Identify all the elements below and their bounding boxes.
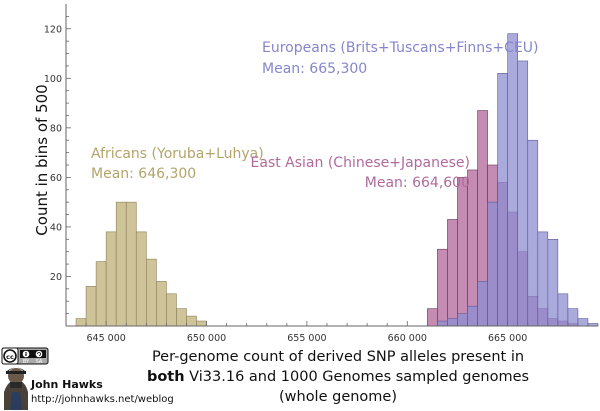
bar-europeans-662500: [457, 313, 468, 327]
x-axis-title-line-1-text: Per-genome count of derived SNP alleles …: [152, 349, 524, 365]
bar-africans-644000: [85, 286, 97, 327]
y-tick-label-60: 60: [50, 173, 62, 184]
annotation-europeans: Europeans (Brits+Tuscans+Finns+CEU) Mean…: [262, 40, 538, 77]
x-axis-title-line-3: (whole genome): [279, 389, 397, 405]
cc-by-sa-badge-icon[interactable]: cc BY SA: [1, 347, 49, 365]
bar-europeans-667500: [557, 293, 569, 327]
bar-africans-647000: [146, 258, 157, 327]
annotation-east-asian-mean: Mean: 664,600: [365, 175, 470, 191]
y-tick-label-100: 100: [44, 74, 62, 85]
y-tick-label-120: 120: [44, 24, 62, 35]
bar-africans-646000: [125, 201, 137, 327]
bar-europeans-666500: [537, 231, 549, 327]
annotation-africans: Africans (Yoruba+Luhya) Mean: 646,300: [91, 146, 264, 182]
bar-europeans-668500: [577, 318, 589, 327]
x-axis-title-line-2: both Vi33.16 and 1000 Genomes sampled ge…: [147, 369, 529, 385]
annotation-africans-mean: Mean: 646,300: [91, 166, 196, 182]
bar-europeans-665500: [517, 60, 529, 327]
bar-africans-646500: [135, 231, 147, 327]
bar-africans-649500: [196, 320, 207, 327]
y-tick-label-20: 20: [50, 272, 62, 283]
bar-africans-645500: [115, 201, 127, 327]
x-axis-title-line-2-text: Vi33.16 and 1000 Genomes sampled genomes: [185, 369, 530, 385]
bar-africans-649000: [186, 315, 197, 327]
annotation-europeans-name: Europeans (Brits+Tuscans+Finns+CEU): [262, 40, 538, 56]
annotation-africans-name: Africans (Yoruba+Luhya): [91, 146, 264, 162]
x-axis-title-line-1: Per-genome count of derived SNP alleles …: [152, 349, 524, 365]
x-tick-label-655000: 655 000: [287, 333, 326, 344]
bar-europeans-665000: [507, 33, 519, 327]
credit-name: John Hawks: [30, 378, 103, 391]
cc-by-label: BY: [23, 359, 30, 365]
bars-layer: [75, 33, 599, 327]
y-tick-label-80: 80: [50, 123, 62, 134]
bar-africans-645000: [105, 231, 117, 327]
x-tick-label-665000: 665 000: [488, 333, 527, 344]
bar-africans-648500: [176, 308, 187, 327]
series-africans: [75, 201, 207, 327]
bar-europeans-664500: [497, 73, 508, 327]
bar-europeans-667000: [547, 239, 559, 327]
bar-east-661000: [427, 308, 438, 327]
bar-africans-648000: [166, 293, 177, 327]
bar-europeans-668000: [567, 308, 579, 327]
bar-europeans-662000: [447, 318, 458, 327]
axes-layer: 645 000 650 000 655 000 660 000 665 000 20 40 6…: [44, 4, 598, 344]
y-axis-title: Count in bins of 500: [33, 84, 51, 235]
svg-text:cc: cc: [6, 353, 14, 361]
bar-europeans-663500: [477, 281, 488, 327]
x-tick-label-660000: 660 000: [388, 333, 427, 344]
credit-block: cc BY SA John Hawks http://johnhawks.net…: [1, 347, 174, 410]
cc-sa-label: SA: [36, 359, 43, 365]
y-tick-label-40: 40: [50, 222, 62, 233]
bar-east-661500: [437, 248, 448, 327]
bar-africans-644500: [95, 261, 107, 327]
x-tick-label-645000: 645 000: [87, 333, 126, 344]
annotation-europeans-mean: Mean: 665,300: [262, 61, 367, 77]
annotation-east-asian: East Asian (Chinese+Japanese) Mean: 664,…: [251, 155, 470, 191]
bar-africans-647500: [156, 281, 167, 327]
bar-europeans-666000: [527, 139, 539, 327]
bar-europeans-664000: [487, 201, 498, 327]
annotation-east-asian-name: East Asian (Chinese+Japanese): [251, 155, 470, 171]
author-portrait-icon: [4, 366, 28, 410]
bar-europeans-663000: [467, 305, 478, 327]
series-europeans: [437, 33, 599, 327]
x-tick-label-650000: 650 000: [187, 333, 226, 344]
bar-europeans-661500: [437, 320, 448, 327]
credit-url[interactable]: http://johnhawks.net/weblog: [31, 394, 174, 405]
bar-east-662000: [447, 219, 458, 327]
x-axis-title-line-2-bold: both: [147, 369, 185, 385]
bar-east-662500: [457, 177, 468, 327]
bar-east-663000: [467, 169, 478, 327]
x-axis-title-line-3-text: (whole genome): [279, 389, 397, 405]
bar-africans-643500: [75, 318, 87, 327]
